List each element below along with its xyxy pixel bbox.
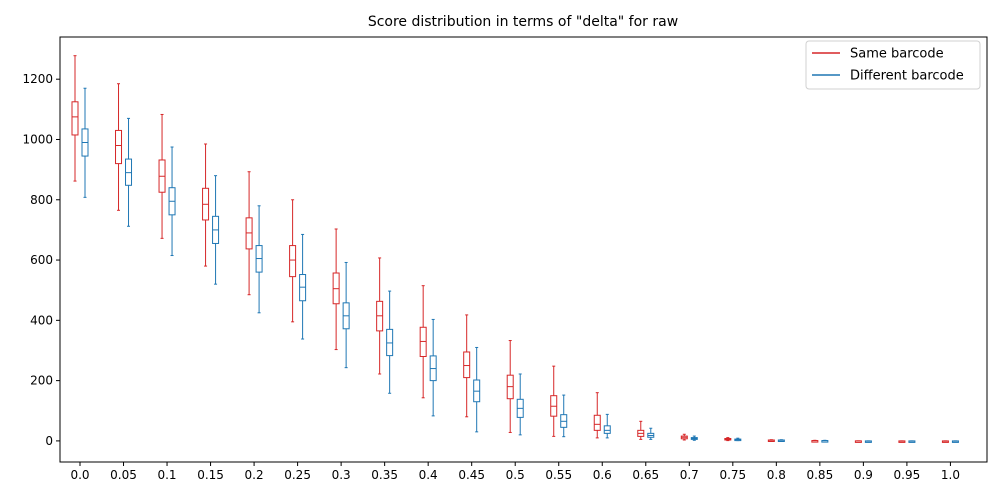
- legend-label: Same barcode: [850, 47, 944, 62]
- box-1-13: [647, 427, 655, 440]
- box-1-15: [734, 437, 742, 442]
- box-1-2: [168, 146, 176, 257]
- axes: 0 200 400 600 800 1000 1200 0.0 0.05 0.1 0.15 0.2 0.…: [22, 36, 988, 482]
- legend: Same barcode Different barcode: [805, 40, 981, 90]
- x-tick-label: 0.7: [680, 468, 699, 482]
- box-1-5: [299, 233, 307, 340]
- x-tick-label: 0.05: [110, 468, 137, 482]
- y-tick-label: 800: [30, 193, 53, 207]
- box-0-16: [767, 439, 775, 442]
- chart-title: Score distribution in terms of "delta" f…: [368, 14, 678, 30]
- x-tick-label: 0.5: [506, 468, 525, 482]
- y-tick-label: 600: [30, 253, 53, 267]
- box-1-12: [603, 413, 611, 439]
- box-1-10: [516, 373, 524, 436]
- y-tick-label: 400: [30, 313, 53, 327]
- box-1-1: [125, 117, 133, 227]
- box-0-12: [593, 392, 601, 439]
- box-body: [593, 414, 601, 431]
- box-0-14: [680, 433, 688, 441]
- axes-frame: [59, 36, 988, 463]
- box-0-9: [463, 314, 471, 418]
- x-tick-label: 0.0: [70, 468, 89, 482]
- x-tick-label: 0.95: [894, 468, 921, 482]
- box-0-6: [332, 228, 340, 351]
- box-1-19: [908, 440, 916, 443]
- box-body: [463, 351, 471, 379]
- box-0-2: [158, 113, 166, 239]
- box-body: [71, 101, 79, 136]
- box-1-11: [560, 394, 568, 438]
- box-1-9: [473, 346, 481, 433]
- x-tick-label: 0.2: [245, 468, 264, 482]
- box-0-7: [376, 257, 384, 375]
- box-1-3: [212, 175, 220, 285]
- box-body: [115, 129, 123, 165]
- box-1-8: [429, 318, 437, 417]
- box-0-1: [115, 83, 123, 211]
- box-1-7: [386, 290, 394, 394]
- box-body: [289, 245, 297, 278]
- x-tick-label: 1.0: [941, 468, 960, 482]
- plot-area: [71, 55, 959, 443]
- box-0-4: [245, 171, 253, 296]
- box-0-10: [506, 340, 514, 433]
- legend-frame: [805, 40, 981, 90]
- box-0-11: [550, 365, 558, 437]
- x-tick-label: 0.1: [157, 468, 176, 482]
- series-different-barcode: [81, 87, 959, 443]
- box-0-20: [941, 440, 949, 443]
- box-1-0: [81, 87, 89, 198]
- box-1-16: [777, 439, 785, 442]
- y-tick-label: 1000: [22, 132, 53, 146]
- x-tick-label: 0.4: [419, 468, 438, 482]
- legend-label: Different barcode: [850, 69, 964, 84]
- x-tick-label: 0.15: [197, 468, 224, 482]
- x-tick-label: 0.6: [593, 468, 612, 482]
- x-tick-label: 0.35: [371, 468, 398, 482]
- box-0-8: [419, 285, 427, 399]
- x-tick-label: 0.25: [284, 468, 311, 482]
- box-0-17: [811, 439, 819, 443]
- y-tick-label: 1200: [22, 72, 53, 86]
- box-1-18: [864, 440, 872, 443]
- box-0-19: [898, 440, 906, 443]
- series-same-barcode: [71, 55, 949, 443]
- box-1-6: [342, 261, 350, 369]
- x-tick-label: 0.45: [458, 468, 485, 482]
- x-tick-label: 0.9: [854, 468, 873, 482]
- box-body: [603, 425, 611, 434]
- box-0-3: [202, 143, 210, 267]
- box-0-5: [289, 199, 297, 323]
- box-1-14: [690, 435, 698, 441]
- box-0-13: [637, 420, 645, 440]
- y-tick-label: 0: [45, 434, 53, 448]
- box-1-17: [821, 439, 829, 443]
- box-0-18: [854, 440, 862, 443]
- x-tick-label: 0.75: [719, 468, 746, 482]
- x-tick-label: 0.85: [806, 468, 833, 482]
- box-0-15: [724, 437, 732, 442]
- box-1-20: [951, 440, 959, 443]
- box-0-0: [71, 55, 79, 182]
- x-tick-label: 0.8: [767, 468, 786, 482]
- box-1-4: [255, 205, 263, 314]
- y-tick-label: 200: [30, 374, 53, 388]
- x-tick-label: 0.3: [332, 468, 351, 482]
- x-tick-label: 0.65: [632, 468, 659, 482]
- x-tick-label: 0.55: [545, 468, 572, 482]
